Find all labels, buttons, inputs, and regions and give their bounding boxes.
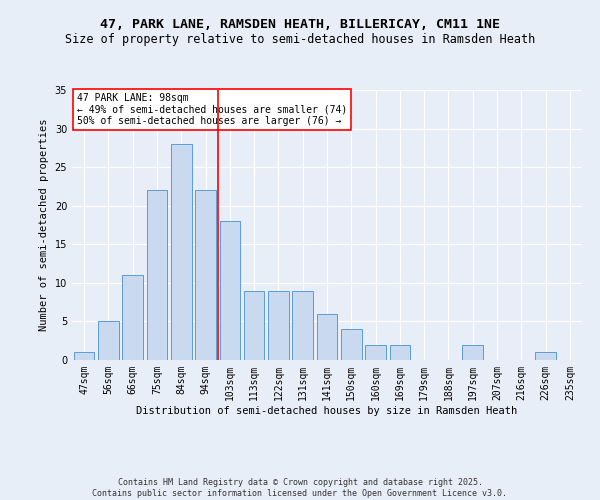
Bar bbox=[389, 344, 410, 360]
Bar bbox=[98, 322, 119, 360]
Bar bbox=[122, 275, 143, 360]
Bar bbox=[74, 352, 94, 360]
Text: Contains HM Land Registry data © Crown copyright and database right 2025.
Contai: Contains HM Land Registry data © Crown c… bbox=[92, 478, 508, 498]
Bar bbox=[244, 290, 265, 360]
Y-axis label: Number of semi-detached properties: Number of semi-detached properties bbox=[39, 118, 49, 331]
Text: 47 PARK LANE: 98sqm
← 49% of semi-detached houses are smaller (74)
50% of semi-d: 47 PARK LANE: 98sqm ← 49% of semi-detach… bbox=[77, 92, 347, 126]
Bar bbox=[195, 190, 216, 360]
Text: Size of property relative to semi-detached houses in Ramsden Heath: Size of property relative to semi-detach… bbox=[65, 32, 535, 46]
Bar bbox=[535, 352, 556, 360]
Text: 47, PARK LANE, RAMSDEN HEATH, BILLERICAY, CM11 1NE: 47, PARK LANE, RAMSDEN HEATH, BILLERICAY… bbox=[100, 18, 500, 30]
Bar bbox=[268, 290, 289, 360]
Bar bbox=[292, 290, 313, 360]
Bar bbox=[146, 190, 167, 360]
Bar bbox=[341, 329, 362, 360]
Bar bbox=[171, 144, 191, 360]
X-axis label: Distribution of semi-detached houses by size in Ramsden Heath: Distribution of semi-detached houses by … bbox=[136, 406, 518, 415]
Bar bbox=[463, 344, 483, 360]
Bar bbox=[317, 314, 337, 360]
Bar bbox=[365, 344, 386, 360]
Bar bbox=[220, 221, 240, 360]
